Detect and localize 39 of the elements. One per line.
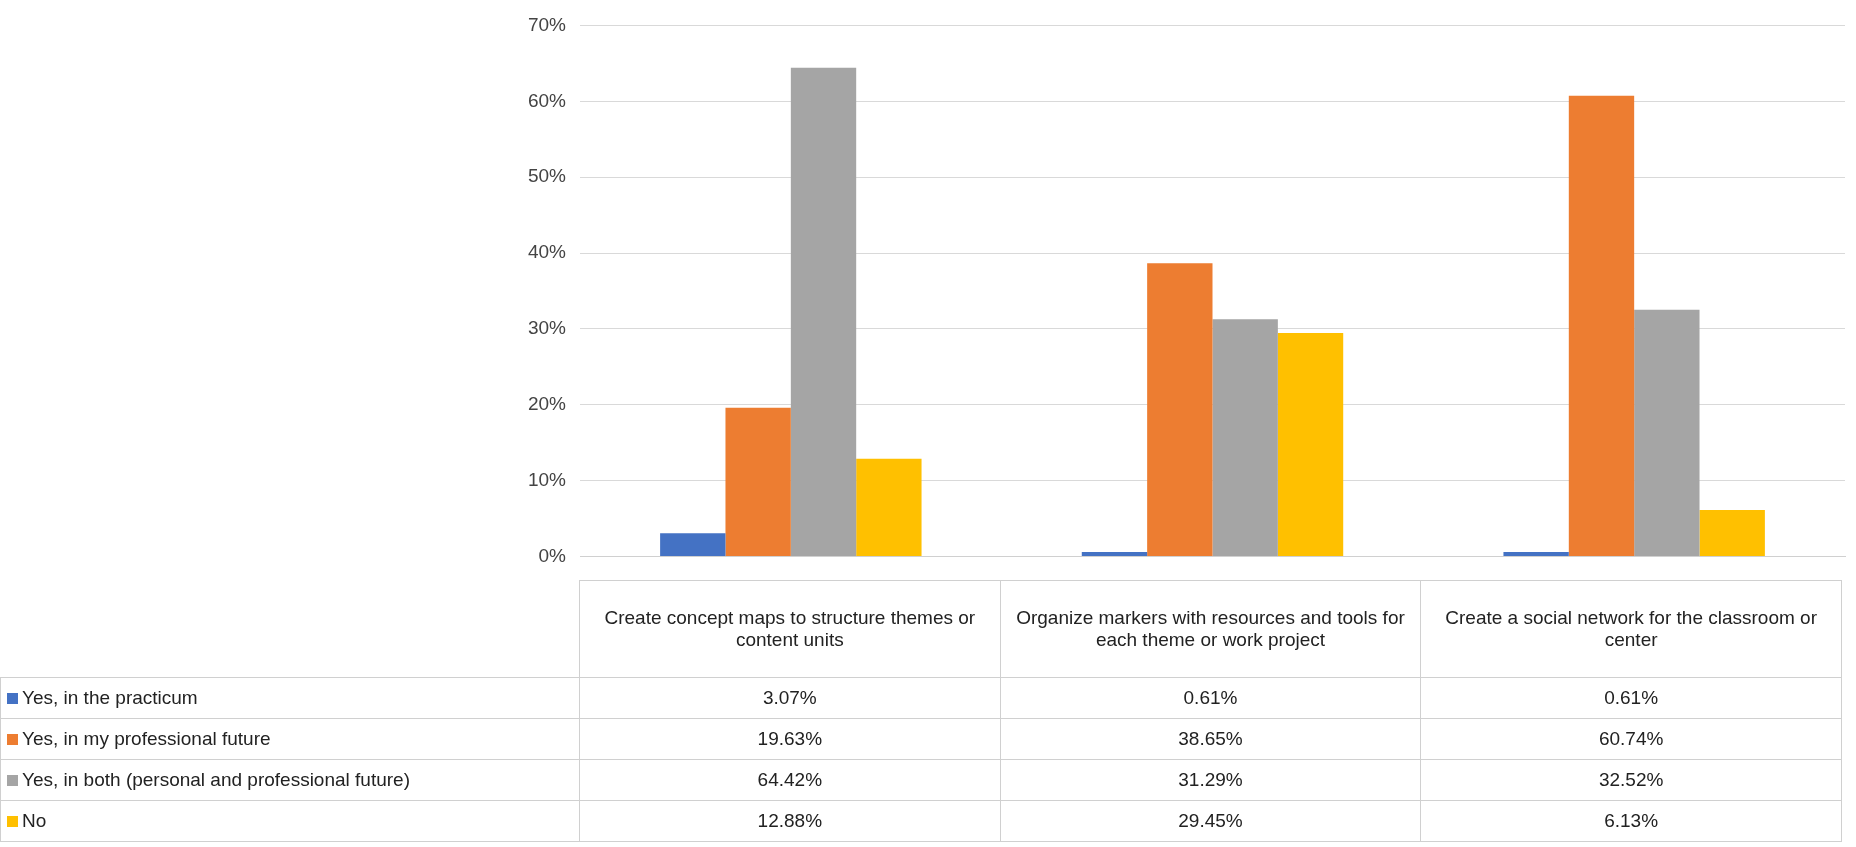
bar bbox=[1147, 263, 1213, 557]
legend-label: Yes, in both (personal and professional future) bbox=[0, 759, 580, 801]
y-tick-label: 10% bbox=[527, 468, 567, 490]
data-label: 0.61% bbox=[1420, 677, 1842, 719]
bar bbox=[1568, 95, 1635, 557]
data-label: 6.13% bbox=[1420, 800, 1842, 842]
y-tick-label: 20% bbox=[527, 393, 567, 415]
bar bbox=[660, 533, 726, 557]
legend-label: Yes, in the practicum bbox=[0, 677, 580, 719]
y-tick-label: 30% bbox=[527, 317, 567, 339]
x-tick-label: Organize markers with resources and tools for each theme or work project bbox=[1000, 580, 1421, 678]
y-tick-label: 40% bbox=[527, 241, 567, 263]
data-label: 31.29% bbox=[1000, 759, 1421, 801]
data-label: 12.88% bbox=[579, 800, 1001, 842]
data-label: 29.45% bbox=[1000, 800, 1421, 842]
data-label: 3.07% bbox=[579, 677, 1001, 719]
bar bbox=[1081, 551, 1148, 557]
bar bbox=[856, 458, 922, 557]
bar bbox=[1634, 309, 1700, 557]
bar bbox=[1212, 319, 1278, 557]
bar bbox=[790, 67, 857, 557]
data-label: 60.74% bbox=[1420, 718, 1842, 760]
y-tick-label: 70% bbox=[527, 13, 567, 35]
legend-label: Yes, in my professional future bbox=[0, 718, 580, 760]
y-tick-label: 50% bbox=[527, 165, 567, 187]
x-tick-label: Create concept maps to structure themes or content units bbox=[579, 580, 1001, 678]
bar bbox=[725, 407, 791, 557]
x-tick-label: Create a social network for the classroom or center bbox=[1420, 580, 1842, 678]
bar bbox=[1277, 333, 1344, 557]
data-label: 32.52% bbox=[1420, 759, 1842, 801]
y-tick-label: 60% bbox=[527, 89, 567, 111]
bar bbox=[1503, 551, 1569, 557]
y-tick-label: 0% bbox=[538, 544, 567, 566]
bar bbox=[1699, 510, 1765, 557]
data-label: 19.63% bbox=[579, 718, 1001, 760]
data-label: 38.65% bbox=[1000, 718, 1421, 760]
legend-label: No bbox=[0, 800, 580, 842]
data-label: 64.42% bbox=[579, 759, 1001, 801]
data-label: 0.61% bbox=[1000, 677, 1421, 719]
